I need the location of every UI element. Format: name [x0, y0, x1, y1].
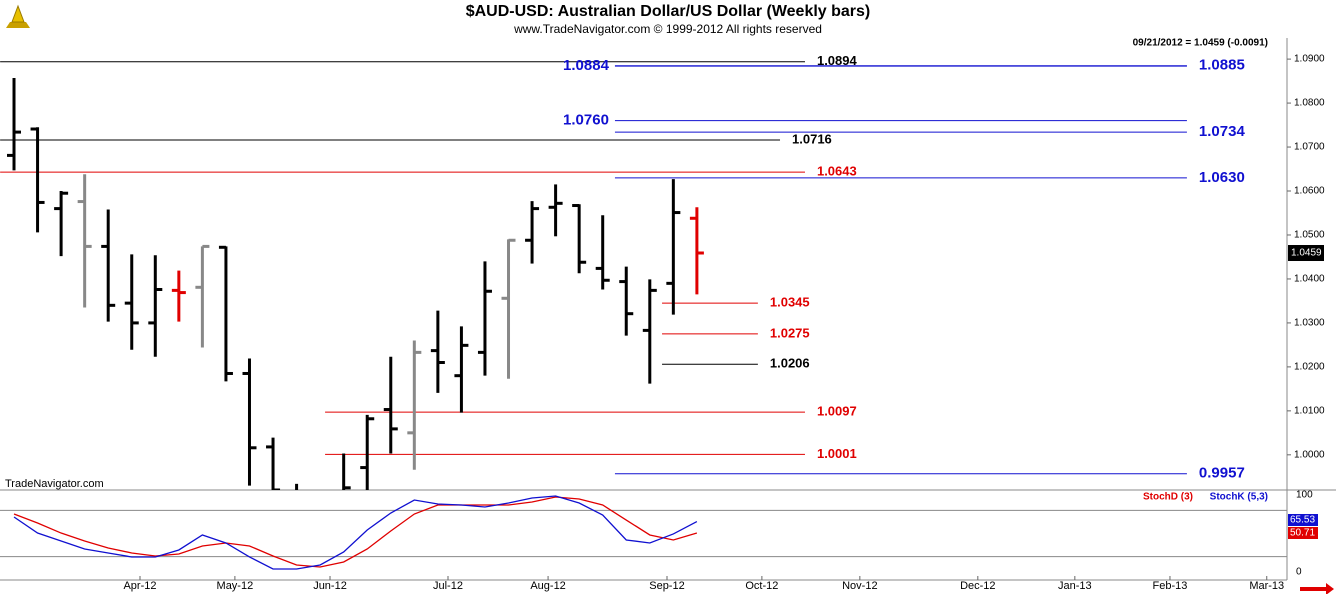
level-label: 0.9957: [1199, 465, 1245, 482]
header-quote: 09/21/2012 = 1.0459 (-0.0091): [1133, 38, 1268, 49]
y-tick-label: 1.0600: [1294, 186, 1325, 197]
level-label: 1.0716: [792, 131, 832, 146]
x-tick-label: Dec-12: [960, 580, 995, 592]
y-tick-label: 1.0200: [1294, 362, 1325, 373]
level-label: 1.0894: [817, 53, 858, 68]
level-label: 1.0884: [563, 57, 610, 74]
watermark: TradeNavigator.com: [5, 478, 104, 490]
stoch-line: [13, 496, 698, 568]
last-value-box: [1288, 514, 1318, 526]
y-tick-label: 1.0700: [1294, 142, 1325, 153]
x-tick-label: Aug-12: [530, 580, 565, 592]
x-tick-label: Sep-12: [649, 580, 684, 592]
level-label: 1.0885: [1199, 57, 1245, 74]
last-price-label: 1.0459: [1291, 248, 1322, 259]
x-tick-label: Oct-12: [745, 580, 778, 592]
y-tick-label: 1.0900: [1294, 54, 1325, 65]
x-tick-label: Mar-13: [1249, 580, 1284, 592]
level-label: 1.0275: [770, 325, 810, 340]
legend-entry: StochK (5,3): [1210, 492, 1268, 503]
x-tick-label: Jan-13: [1058, 580, 1092, 592]
level-label: 1.0643: [817, 164, 857, 179]
level-label: 1.0734: [1199, 123, 1246, 140]
level-label: 1.0206: [770, 356, 810, 371]
axes: 1.0900 1.0800 1.0700 1.0600 1.0500 1.0400 1.03…: [123, 54, 1325, 592]
legend-entry: StochD (3): [1143, 492, 1193, 503]
last-value-box: [1288, 527, 1318, 539]
y-tick-label: 1.0500: [1294, 230, 1325, 241]
x-tick-label: Jun-12: [313, 580, 347, 592]
y-tick-label: 1.0400: [1294, 274, 1325, 285]
last-value-label: 65.53: [1290, 515, 1315, 526]
logo: [6, 4, 30, 28]
title: $AUD-USD: Australian Dollar/US Dollar (W…: [466, 3, 871, 20]
level-label: 1.0760: [563, 112, 609, 129]
y-tick-label: 1.0300: [1294, 318, 1325, 329]
x-tick-label: Feb-13: [1153, 580, 1188, 592]
y-tick-label: 1.0000: [1294, 449, 1325, 460]
stoch-panel: [0, 495, 1287, 570]
price-panel: 1.0894 1.0884 1.0885 1.0760 1.0734 1.0716 1.06…: [0, 53, 1246, 490]
y-tick-label: 1.0800: [1294, 98, 1325, 109]
y-tick-label: 0: [1296, 567, 1302, 578]
y-tick-label: 100: [1296, 490, 1313, 501]
level-label: 1.0345: [770, 295, 810, 310]
level-label: 1.0097: [817, 404, 857, 419]
scroll-arrow[interactable]: [1300, 583, 1334, 594]
x-tick-label: Jul-12: [433, 580, 463, 592]
x-tick-label: Apr-12: [123, 580, 156, 592]
level-label: 1.0630: [1199, 169, 1245, 186]
x-tick-label: May-12: [217, 580, 254, 592]
last-price-box: [1288, 245, 1324, 262]
x-tick-label: Nov-12: [842, 580, 877, 592]
level-label: 1.0001: [817, 446, 857, 461]
stoch-line: [13, 495, 698, 570]
subtitle: www.TradeNavigator.com © 1999-2012 All r…: [513, 22, 822, 36]
y-tick-label: 1.0100: [1294, 405, 1325, 416]
last-value-label: 50.71: [1290, 528, 1315, 539]
